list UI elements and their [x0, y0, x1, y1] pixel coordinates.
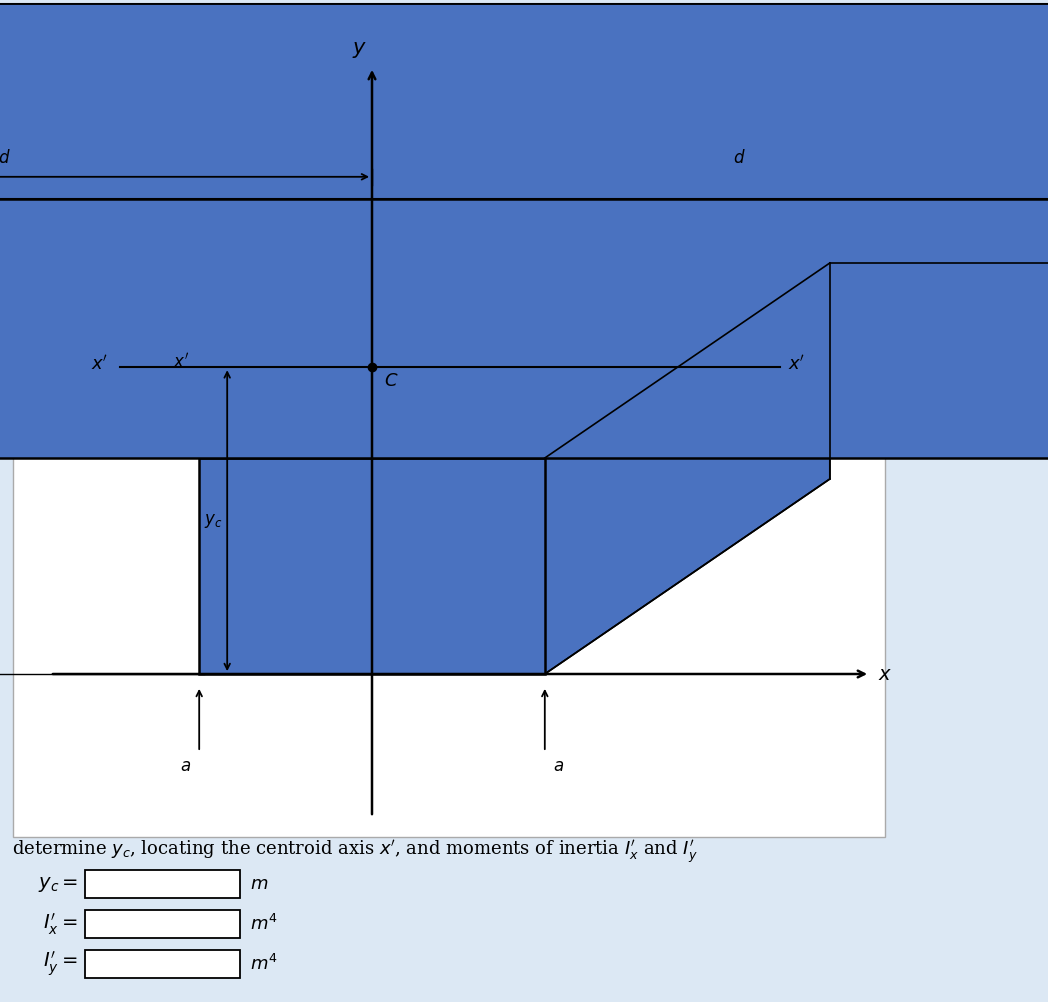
Polygon shape	[0, 4, 1048, 198]
Polygon shape	[545, 263, 1048, 458]
Bar	[85, 910, 240, 938]
Text: $x'$: $x'$	[91, 355, 108, 374]
Bar	[85, 950, 240, 978]
Text: $d$: $d$	[0, 149, 12, 166]
Text: $x'$: $x'$	[173, 353, 190, 372]
Bar	[85, 870, 240, 898]
Text: determine $y_c$, locating the centroid axis $x'$, and moments of inertia $I_x^{\: determine $y_c$, locating the centroid a…	[12, 839, 698, 866]
Text: $y_c$: $y_c$	[203, 512, 222, 530]
Text: $x$: $x$	[878, 664, 892, 683]
Polygon shape	[199, 458, 545, 674]
Text: $x'$: $x'$	[788, 355, 805, 374]
Text: $I_x^{\prime} =$: $I_x^{\prime} =$	[43, 911, 78, 937]
Text: Below is a cross-section of a T-beam. Given $a = 8$ m, $b = 22$ m, $c = 12$ m, a: Below is a cross-section of a T-beam. Gi…	[12, 19, 829, 41]
Text: $m^4$: $m^4$	[250, 914, 278, 934]
Text: $y$: $y$	[352, 40, 368, 60]
Text: $m$: $m$	[250, 875, 268, 893]
Text: $y_c =$: $y_c =$	[38, 875, 78, 894]
Text: $a$: $a$	[552, 757, 564, 775]
Text: $C$: $C$	[384, 373, 398, 391]
Polygon shape	[0, 198, 1048, 458]
Text: $I_y^{\prime} =$: $I_y^{\prime} =$	[43, 950, 78, 978]
Polygon shape	[545, 263, 830, 674]
Text: $d$: $d$	[733, 149, 745, 166]
Text: $a$: $a$	[180, 757, 191, 775]
Bar	[13, 57, 885, 837]
Text: $m^4$: $m^4$	[250, 954, 278, 974]
